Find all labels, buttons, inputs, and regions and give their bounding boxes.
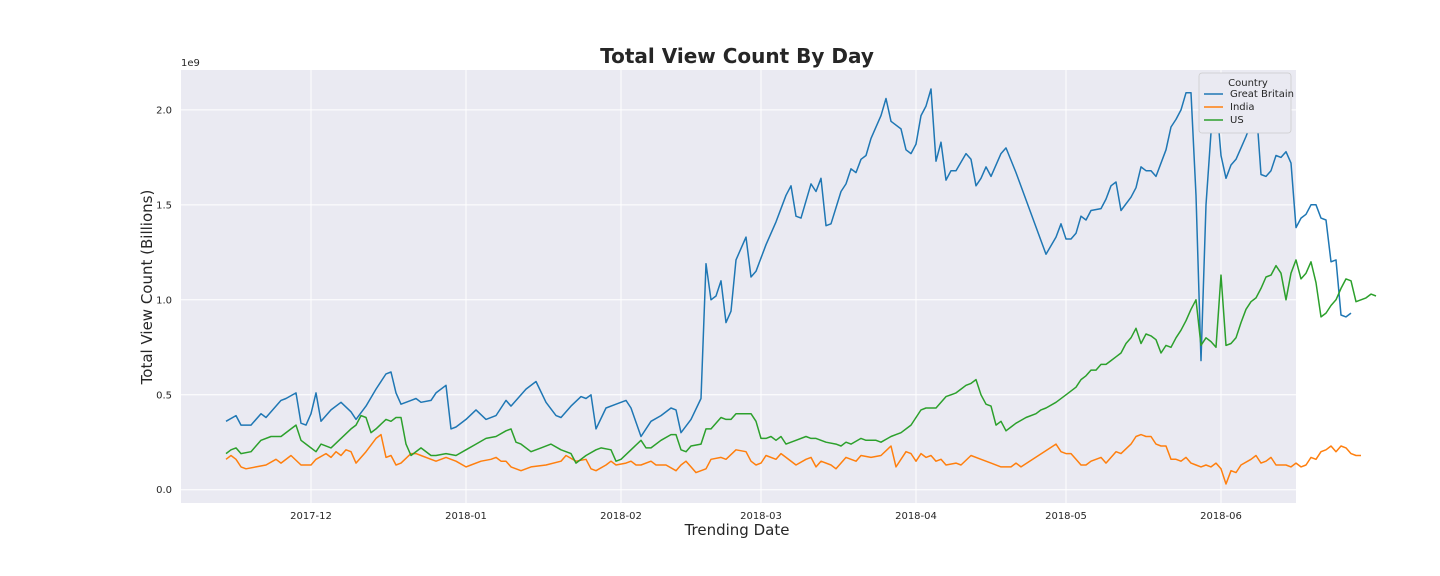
x-tick-label: 2018-03 [740,511,782,522]
x-tick-label: 2018-04 [895,511,937,522]
y-tick-label: 1.0 [156,295,172,306]
y-offset-label: 1e9 [181,58,200,69]
plot-area [181,70,1296,503]
x-tick-label: 2017-12 [290,511,332,522]
x-tick-label: 2018-05 [1045,511,1087,522]
series-line-india [225,433,1361,485]
legend-entry-india: India [1230,102,1255,113]
y-tick-labels: 0.0 0.5 1.0 1.5 2.0 [156,105,172,496]
chart-title: Total View Count By Day [600,44,874,68]
legend-entry-us: US [1230,115,1244,126]
x-tick-label: 2018-01 [445,511,487,522]
series-lines [225,88,1377,485]
legend: Country Great Britain India US [1198,72,1294,134]
y-tick-label: 0.0 [156,485,172,496]
y-tick-label: 1.5 [156,200,172,211]
grid-lines [181,70,1296,503]
legend-entry-great-britain: Great Britain [1230,89,1294,100]
y-tick-label: 2.0 [156,105,172,116]
x-tick-label: 2018-02 [600,511,642,522]
legend-box [1198,72,1292,134]
series-line-us [225,259,1377,464]
y-axis-label: Total View Count (Billions) [138,190,156,386]
legend-title: Country [1228,78,1268,89]
y-tick-label: 0.5 [156,390,172,401]
x-tick-label: 2018-06 [1200,511,1242,522]
x-axis-label: Trending Date [684,521,790,539]
series-line-great-britain [225,88,1352,438]
x-tick-labels: 2017-12 2018-01 2018-02 2018-03 2018-04 2018-… [290,511,1242,522]
